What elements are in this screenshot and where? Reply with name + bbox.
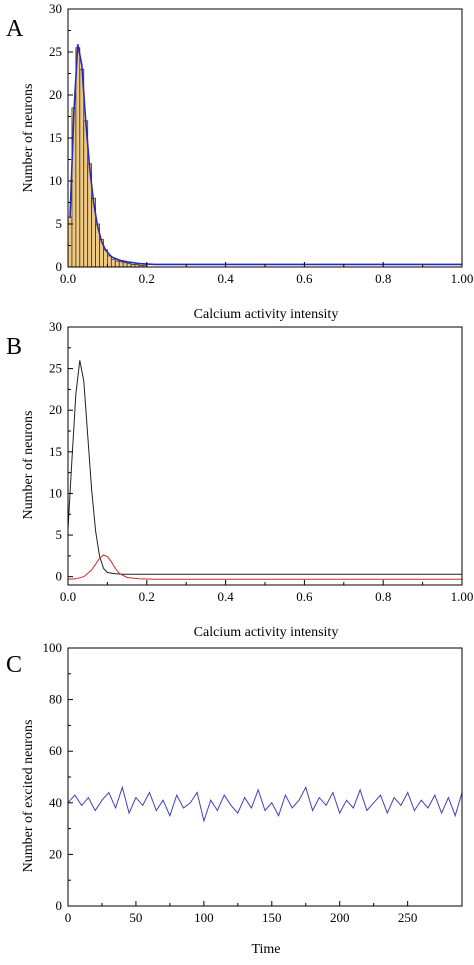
panel-b-ytick-label: 25 <box>49 361 62 376</box>
panel-c-xtick-label: 50 <box>129 910 142 925</box>
panel-a-ytick-label: 20 <box>49 87 62 102</box>
panel-a-fit-curve <box>69 44 462 266</box>
panel-c-xtick-label: 150 <box>262 910 282 925</box>
panel-b: B 0.0 0.2 0.4 0.6 0.8 1.00 0 5 10 15 20 25 30 Calciu… <box>6 319 473 640</box>
panel-a-histogram-bar <box>79 68 85 268</box>
panel-a-histogram-bar <box>67 216 73 268</box>
panel-a-plot-frame <box>67 8 463 268</box>
panel-a-xtick-label: 0.0 <box>60 271 76 286</box>
panel-a-histogram-bar <box>107 255 112 268</box>
panel-c-ytick-label: 20 <box>49 846 62 861</box>
panel-b-ytick-label: 20 <box>49 402 62 417</box>
panel-b-ytick-label: 0 <box>56 569 63 584</box>
panel-c-xtick-label: 200 <box>330 910 350 925</box>
panel-b-series-red <box>67 554 462 580</box>
panel-b-letter: B <box>6 334 22 360</box>
panel-a-xtick-label: 0.8 <box>375 271 391 286</box>
panel-b-xtick-label: 0.6 <box>296 589 313 604</box>
panel-b-series-black <box>67 360 462 575</box>
panel-c-ytick-label: 60 <box>49 743 62 758</box>
panel-a-ytick-label: 5 <box>56 216 63 231</box>
panel-c-ytick-label: 100 <box>43 640 63 655</box>
panel-c-letter: C <box>6 652 22 678</box>
panel-b-xtick-label: 1.00 <box>451 589 474 604</box>
panel-a-histogram-bar <box>118 261 124 268</box>
panel-b-xtick-label: 0.4 <box>217 589 234 604</box>
panel-b-axes: 0.0 0.2 0.4 0.6 0.8 1.00 0 5 10 15 20 25 30 <box>49 319 473 604</box>
panel-a-ytick-label: 25 <box>49 44 62 59</box>
panel-a-xtick-label: 0.6 <box>296 271 313 286</box>
panel-a-histogram-bar <box>110 258 116 268</box>
panel-a-ytick-label: 10 <box>49 173 62 188</box>
panel-c-ytick-label: 40 <box>49 795 62 810</box>
panel-c-xtick-label: 250 <box>398 910 418 925</box>
panel-c-plot-frame <box>67 647 463 907</box>
panel-a-xtick-label: 1.00 <box>451 271 474 286</box>
panel-b-ytick-label: 10 <box>49 485 62 500</box>
panel-a-letter: A <box>6 16 24 42</box>
panel-c-xtick-label: 100 <box>194 910 214 925</box>
panel-a-ylabel: Number of neurons <box>21 84 36 193</box>
panel-a-xlabel: Calcium activity intensity <box>194 307 339 322</box>
panel-b-ytick-label: 15 <box>49 444 62 459</box>
panel-a-histogram-bar <box>122 262 128 268</box>
panel-b-xtick-label: 0.2 <box>139 589 155 604</box>
panel-b-ylabel: Number of neurons <box>21 411 36 520</box>
panel-c-xtick-label: 0 <box>65 910 72 925</box>
panel-a: A 0.0 0.2 0.4 0.6 0.8 1.00 0 5 10 15 20 25 30 Calciu… <box>6 1 473 322</box>
panel-c-series-trace <box>67 785 463 823</box>
panel-c-ylabel: Number of excited neurons <box>21 720 36 873</box>
panel-b-xlabel: Calcium activity intensity <box>194 625 339 640</box>
panel-a-xtick-label: 0.2 <box>139 271 155 286</box>
panel-c-axes: 0 50 100 150 200 250 0 20 40 60 80 100 <box>43 640 463 925</box>
panel-a-histogram-bar <box>114 260 120 268</box>
panel-b-xtick-label: 0.8 <box>375 589 391 604</box>
panel-b-ytick-label: 5 <box>56 527 63 542</box>
panel-a-bars <box>67 47 148 268</box>
panel-a-axes: 0.0 0.2 0.4 0.6 0.8 1.00 0 5 10 15 20 25 30 <box>49 1 473 286</box>
panel-a-ytick-label: 15 <box>49 130 62 145</box>
panel-a-xtick-label: 0.4 <box>217 271 234 286</box>
panel-c-xlabel: Time <box>251 942 280 957</box>
panel-c-ytick-label: 0 <box>56 898 63 913</box>
panel-a-ytick-label: 0 <box>56 259 63 274</box>
panel-b-ytick-label: 30 <box>49 319 62 334</box>
panel-a-ytick-label: 30 <box>49 1 62 16</box>
panel-c-ytick-label: 80 <box>49 692 62 707</box>
panel-b-xtick-label: 0.0 <box>60 589 76 604</box>
panel-b-plot-frame <box>67 326 463 586</box>
panel-a-histogram-bar <box>126 263 132 268</box>
panel-c: C 0 50 100 150 200 250 0 20 40 60 80 100 Time Numbe… <box>6 640 463 957</box>
